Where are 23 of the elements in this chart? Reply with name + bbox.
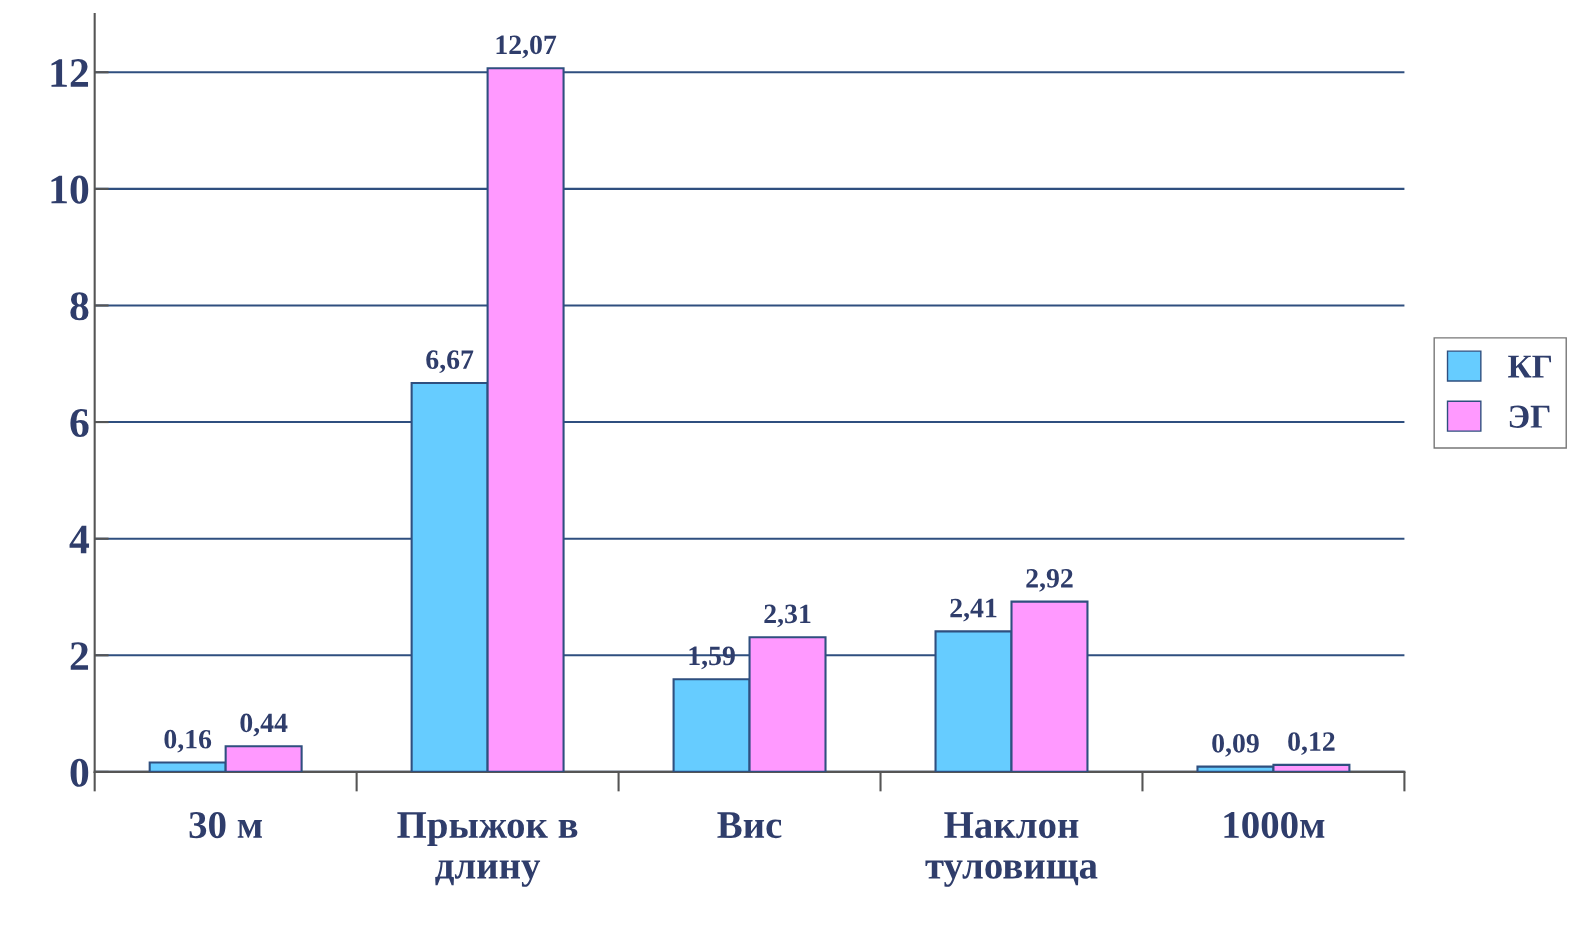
data-label: 0,44 (240, 713, 288, 737)
x-tick-label: 1000м (1224, 811, 1325, 839)
y-tick-label: 4 (69, 525, 90, 554)
data-label: 0,09 (1212, 733, 1259, 757)
y-tick-label: 0 (70, 758, 89, 787)
x-tick-label: Прыжок в длину (397, 812, 578, 887)
data-label: 0,12 (1288, 732, 1335, 755)
x-tick-label: Вис (717, 812, 782, 839)
x-tick-label: Наклон туловища (925, 812, 1098, 887)
data-label: 2,31 (764, 604, 811, 628)
x-tick-label: 30 м (189, 811, 262, 839)
data-label: 2,41 (950, 598, 997, 622)
data-label: 0,16 (164, 729, 212, 753)
data-label: 12,07 (496, 35, 557, 59)
y-tick-label: 2 (70, 642, 89, 670)
data-label: 2,92 (1026, 569, 1073, 592)
y-tick-label: 12 (51, 59, 89, 87)
y-tick-label: 10 (51, 175, 89, 204)
legend-label: КГ (1508, 355, 1552, 378)
y-tick-label: 8 (70, 292, 89, 321)
y-tick-label: 6 (70, 408, 89, 437)
legend-label: ЭГ (1509, 405, 1550, 428)
data-label: 6,67 (426, 350, 474, 374)
